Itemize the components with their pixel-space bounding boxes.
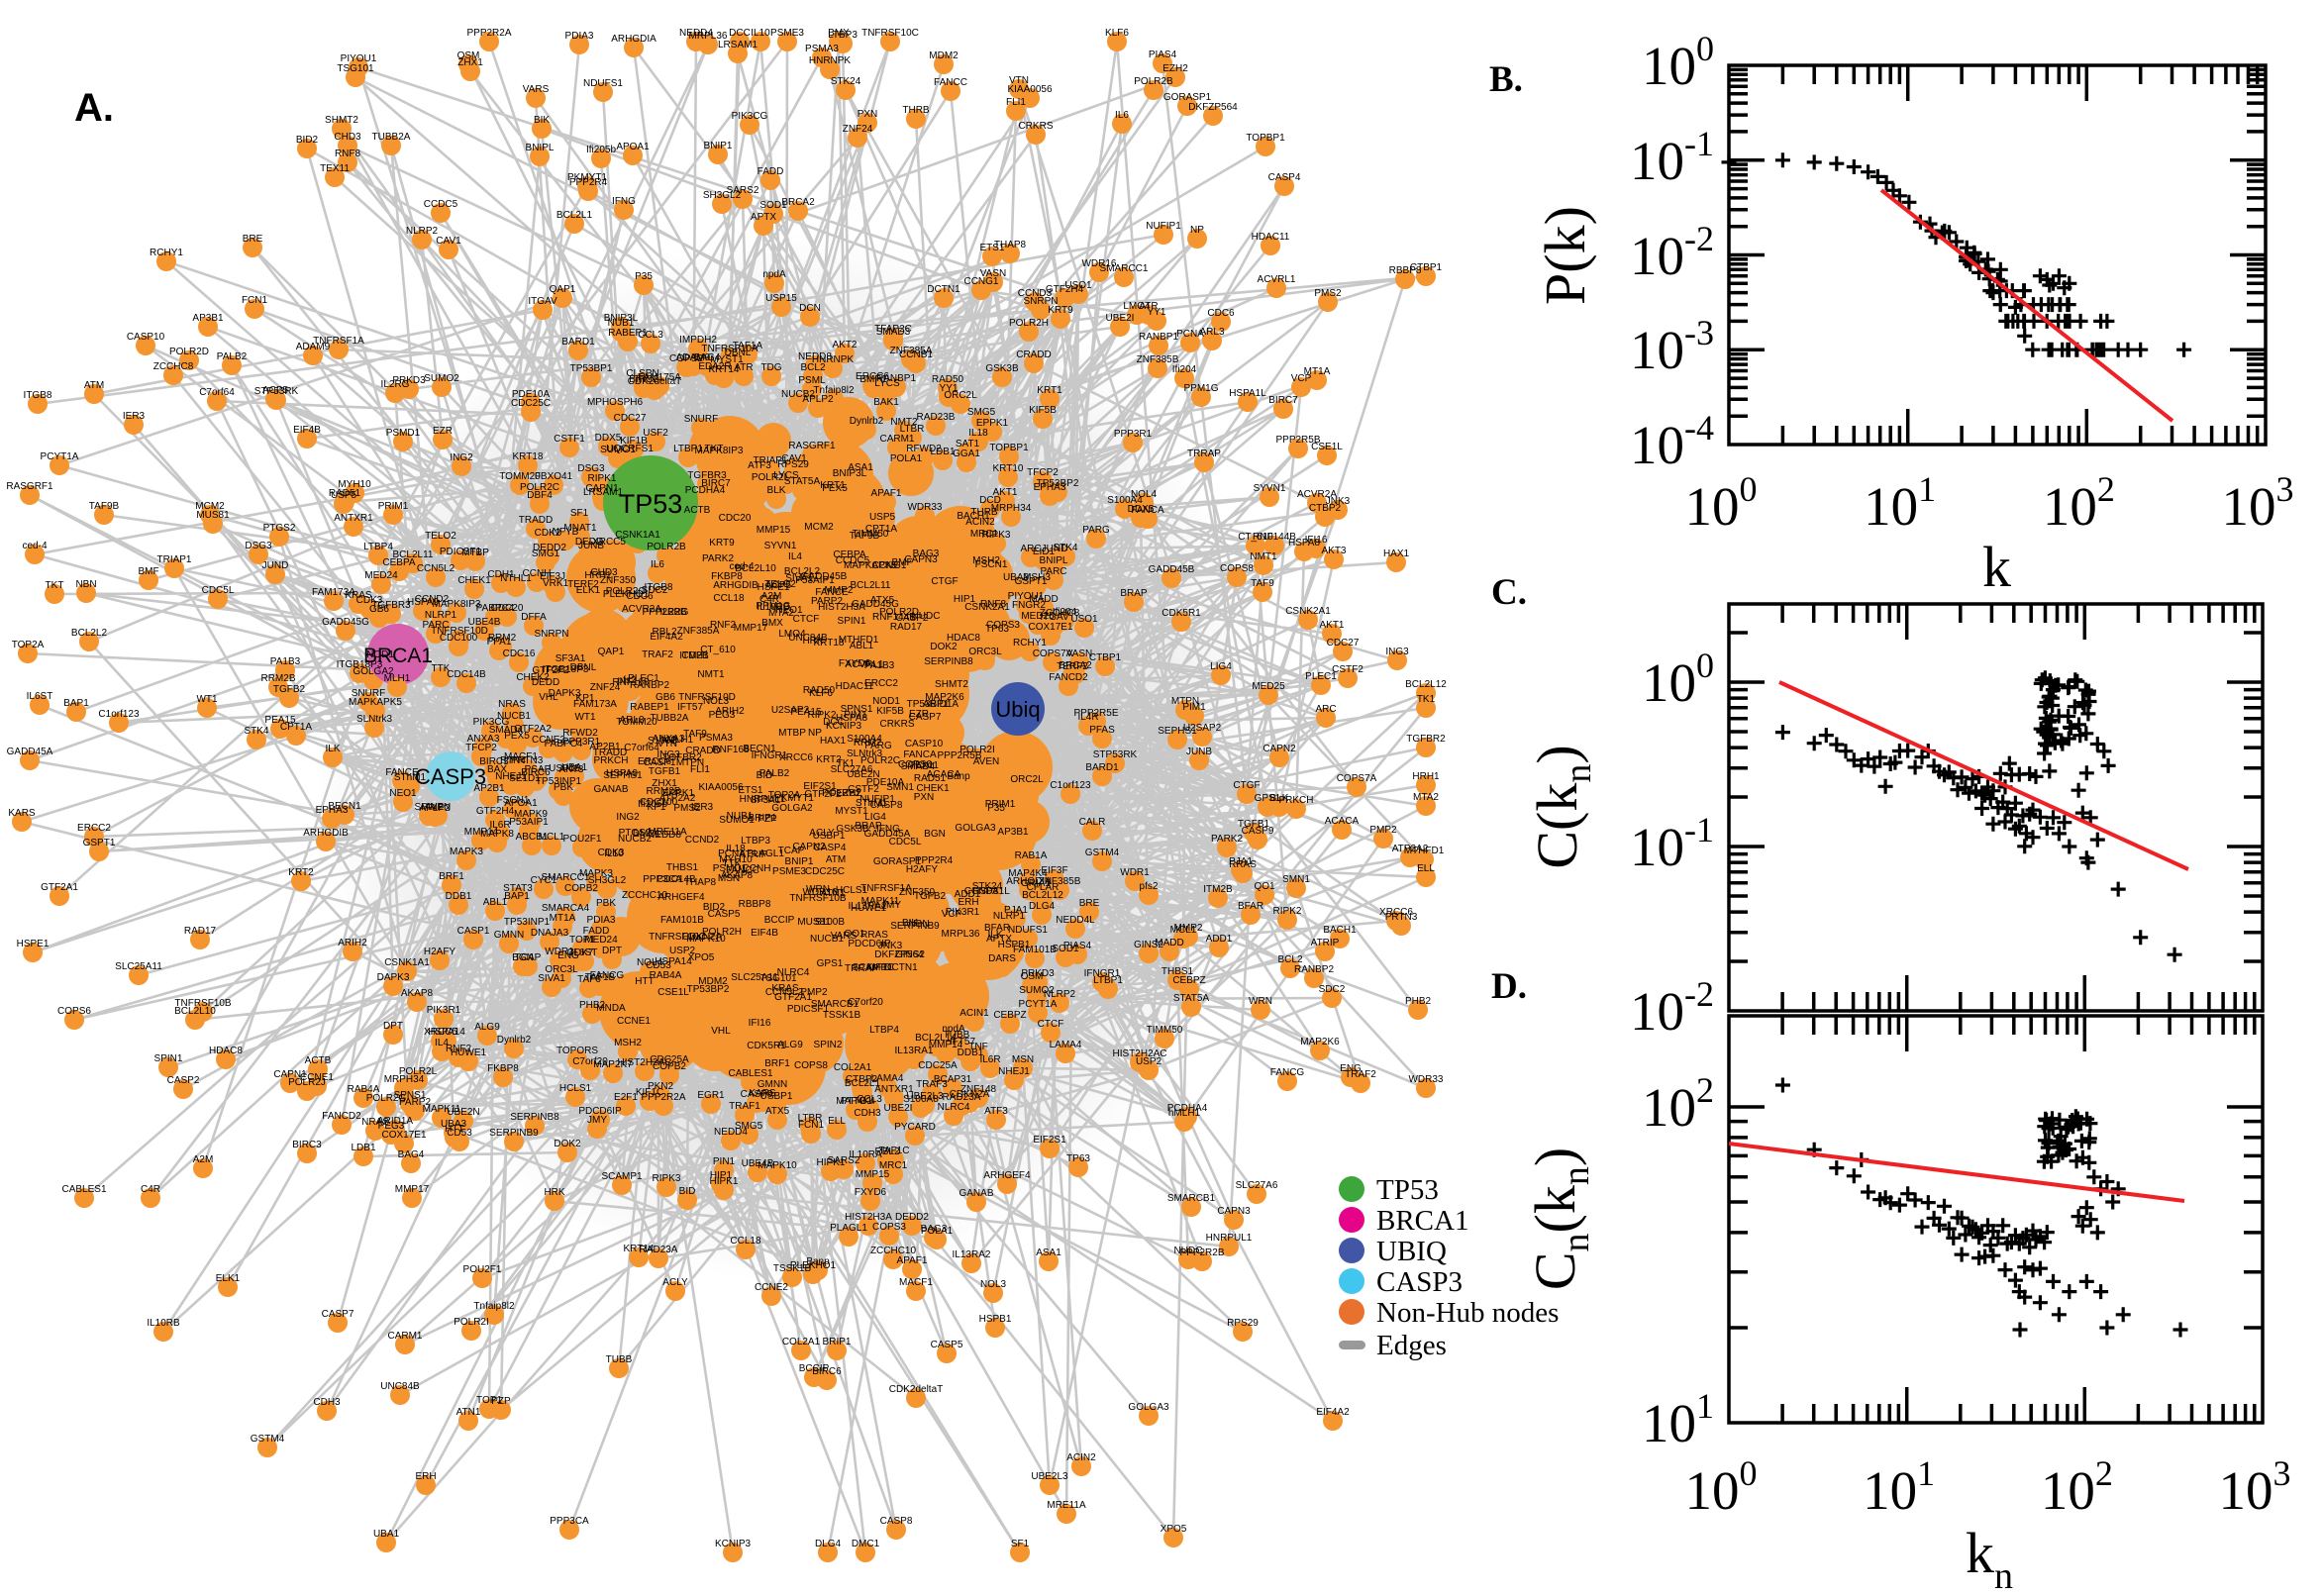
svg-text:10-2: 10-2 [1630, 219, 1714, 286]
svg-text:k: k [1982, 535, 2011, 599]
svg-text:101: 101 [1642, 1386, 1714, 1453]
svg-text:UBIQ: UBIQ [1376, 1236, 1447, 1267]
svg-text:Cn(kn): Cn(kn) [1523, 1147, 1597, 1290]
svg-text:100: 100 [1642, 29, 1714, 96]
svg-text:B.: B. [1489, 59, 1523, 100]
svg-text:10-2: 10-2 [1630, 974, 1714, 1042]
svg-text:C(kn): C(kn) [1525, 745, 1599, 868]
svg-text:D.: D. [1491, 966, 1527, 1007]
svg-text:TP53: TP53 [1376, 1174, 1439, 1206]
svg-text:C.: C. [1491, 572, 1527, 613]
svg-text:102: 102 [2043, 469, 2115, 537]
svg-text:BRCA1: BRCA1 [1376, 1205, 1468, 1237]
svg-text:Edges: Edges [1376, 1330, 1447, 1361]
svg-text:10-1: 10-1 [1630, 810, 1714, 877]
svg-text:101: 101 [1863, 1453, 1935, 1521]
svg-text:102: 102 [1642, 1070, 1714, 1138]
svg-text:100: 100 [1685, 469, 1758, 537]
svg-text:Non-Hub nodes: Non-Hub nodes [1376, 1297, 1559, 1329]
svg-text:10-4: 10-4 [1630, 408, 1714, 475]
svg-text:100: 100 [1685, 1453, 1758, 1521]
svg-text:103: 103 [2219, 1453, 2291, 1521]
svg-text:103: 103 [2222, 469, 2294, 537]
svg-text:10-3: 10-3 [1630, 313, 1714, 380]
svg-text:101: 101 [1864, 469, 1936, 537]
svg-text:10-1: 10-1 [1630, 124, 1714, 191]
svg-text:kn: kn [1966, 1521, 2013, 1596]
svg-text:102: 102 [2041, 1453, 2113, 1521]
svg-text:CASP3: CASP3 [1376, 1266, 1463, 1298]
svg-text:P(k): P(k) [1533, 206, 1597, 305]
svg-text:100: 100 [1642, 646, 1714, 713]
